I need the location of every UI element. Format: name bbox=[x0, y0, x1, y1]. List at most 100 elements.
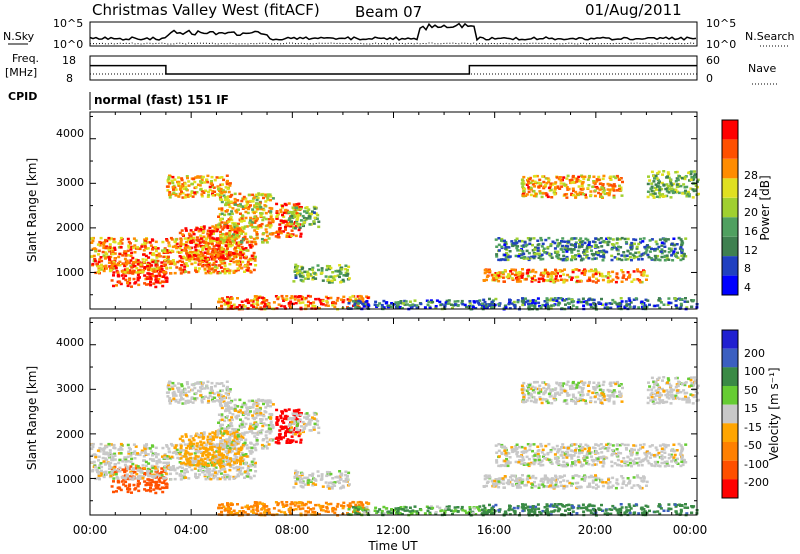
scatter-cell-2 bbox=[210, 236, 214, 240]
scatter-cell-1 bbox=[219, 266, 223, 269]
scatter-cell-1 bbox=[129, 254, 133, 257]
scatter-cell-2 bbox=[204, 453, 208, 457]
scatter-cell-2 bbox=[211, 453, 215, 457]
scatter-cell-9 bbox=[353, 304, 357, 307]
scatter-cell-1 bbox=[152, 253, 156, 257]
scatter-cell-12 bbox=[537, 185, 541, 189]
scatter-cell-1 bbox=[188, 465, 192, 469]
scatter-cell-8 bbox=[266, 302, 270, 306]
scatter-cell-1 bbox=[163, 456, 167, 459]
scatter-cell-5 bbox=[275, 215, 279, 218]
scatter-cell-0 bbox=[126, 284, 130, 288]
power-ytick-3000: 3000 bbox=[56, 176, 84, 189]
scatter-cell-6 bbox=[307, 215, 311, 218]
scatter-cell-2 bbox=[219, 436, 222, 440]
scatter-cell-14 bbox=[579, 300, 583, 304]
scatter-cell-1 bbox=[252, 268, 256, 272]
scatter-cell-8 bbox=[255, 306, 259, 309]
scatter-cell-1 bbox=[181, 466, 184, 470]
scatter-cell-1 bbox=[154, 446, 158, 450]
scatter-cell-1 bbox=[235, 447, 239, 450]
scatter-cell-1 bbox=[132, 466, 136, 470]
scatter-cell-1 bbox=[113, 463, 117, 466]
scatter-cell-1 bbox=[100, 259, 104, 263]
scatter-cell-12 bbox=[567, 187, 571, 191]
scatter-cell-5 bbox=[284, 225, 287, 229]
scatter-cell-6 bbox=[290, 222, 294, 225]
scatter-cell-2 bbox=[208, 236, 212, 239]
scatter-cell-3 bbox=[233, 197, 237, 201]
scatter-cell-11 bbox=[590, 252, 594, 256]
scatter-cell-1 bbox=[236, 260, 240, 263]
scatter-cell-1 bbox=[248, 243, 252, 247]
scatter-cell-1 bbox=[207, 469, 211, 472]
scatter-cell-11 bbox=[641, 240, 645, 243]
scatter-cell-2 bbox=[185, 458, 189, 461]
scatter-cell-3 bbox=[248, 199, 252, 203]
scatter-cell-1 bbox=[141, 271, 145, 274]
scatter-cell-14 bbox=[537, 301, 541, 305]
scatter-cell-1 bbox=[211, 469, 215, 473]
scatter-cell-14 bbox=[615, 302, 619, 305]
scatter-cell-4 bbox=[168, 193, 171, 197]
scatter-cell-7 bbox=[308, 268, 312, 271]
scatter-cell-10 bbox=[501, 271, 505, 274]
scatter-cell-1 bbox=[134, 258, 138, 261]
scatter-cell-3 bbox=[225, 427, 229, 431]
scatter-cell-12 bbox=[521, 194, 525, 197]
scatter-cell-3 bbox=[222, 226, 226, 229]
scatter-cell-14 bbox=[680, 298, 684, 301]
scatter-cell-2 bbox=[202, 433, 206, 436]
scatter-cell-10 bbox=[518, 274, 522, 278]
scatter-cell-14 bbox=[531, 299, 535, 302]
scatter-cell-8 bbox=[282, 299, 286, 302]
scatter-cell-1 bbox=[164, 263, 168, 266]
scatter-cell-2 bbox=[178, 452, 182, 456]
scatter-cell-1 bbox=[138, 476, 142, 480]
scatter-cell-1 bbox=[207, 263, 211, 266]
scatter-cell-14 bbox=[508, 307, 512, 310]
scatter-cell-3 bbox=[218, 222, 222, 225]
scatter-cell-10 bbox=[541, 274, 545, 277]
scatter-cell-4 bbox=[170, 179, 174, 182]
scatter-cell-1 bbox=[242, 462, 246, 465]
scatter-cell-4 bbox=[208, 188, 212, 192]
scatter-cell-1 bbox=[169, 236, 173, 240]
scatter-cell-1 bbox=[206, 458, 210, 461]
scatter-cell-1 bbox=[130, 251, 134, 255]
scatter-cell-12 bbox=[533, 174, 537, 178]
scatter-cell-1 bbox=[127, 240, 131, 244]
scatter-cell-11 bbox=[525, 249, 529, 253]
scatter-cell-11 bbox=[541, 257, 545, 261]
scatter-cell-11 bbox=[671, 259, 675, 262]
scatter-cell-1 bbox=[96, 449, 100, 452]
scatter-cell-12 bbox=[546, 195, 550, 199]
freq-label-line1: Freq. bbox=[12, 52, 39, 65]
scatter-cell-13 bbox=[697, 192, 700, 196]
scatter-cell-2 bbox=[195, 442, 199, 445]
scatter-cell-11 bbox=[613, 246, 617, 249]
scatter-cell-1 bbox=[164, 469, 168, 472]
scatter-cell-11 bbox=[620, 236, 624, 240]
scatter-cell-1 bbox=[254, 461, 257, 465]
scatter-cell-11 bbox=[558, 242, 562, 245]
scatter-cell-6 bbox=[299, 207, 303, 211]
scatter-cell-11 bbox=[504, 256, 508, 259]
scatter-cell-3 bbox=[230, 424, 234, 428]
scatter-cell-8 bbox=[366, 296, 370, 300]
scatter-cell-11 bbox=[580, 245, 584, 248]
scatter-cell-12 bbox=[563, 183, 567, 187]
scatter-cell-13 bbox=[657, 182, 661, 185]
scatter-cell-3 bbox=[240, 438, 243, 441]
scatter-cell-8 bbox=[304, 304, 308, 307]
scatter-cell-4 bbox=[177, 195, 181, 198]
scatter-cell-10 bbox=[521, 268, 524, 271]
scatter-cell-1 bbox=[102, 265, 106, 268]
scatter-cell-11 bbox=[555, 251, 559, 254]
scatter-cell-0 bbox=[134, 261, 137, 264]
scatter-cell-10 bbox=[560, 269, 564, 273]
scatter-cell-1 bbox=[244, 453, 248, 456]
scatter-cell-7 bbox=[311, 278, 315, 281]
scatter-cell-14 bbox=[541, 303, 545, 307]
